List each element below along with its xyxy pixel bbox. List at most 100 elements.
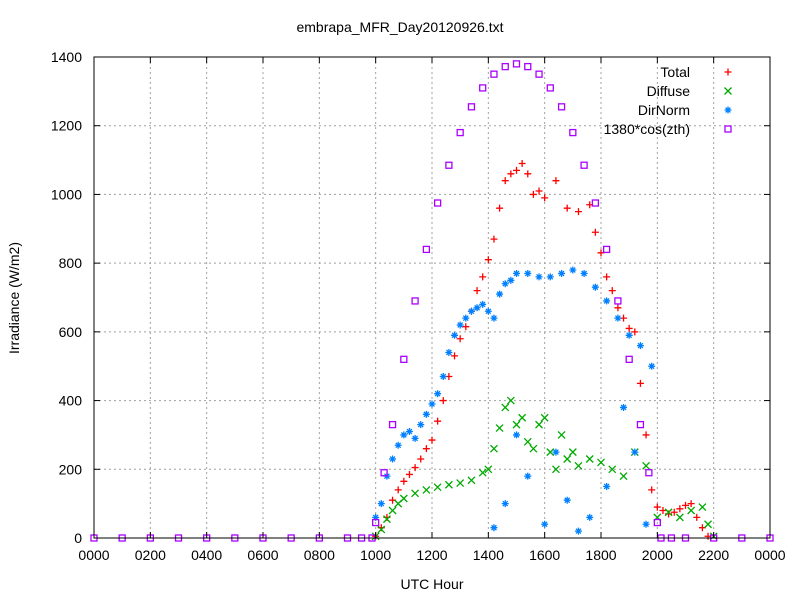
data-point xyxy=(631,448,639,456)
data-point xyxy=(496,204,504,212)
data-point xyxy=(659,507,667,515)
data-point xyxy=(422,410,430,418)
data-point xyxy=(382,515,391,524)
data-point xyxy=(580,161,588,169)
data-point xyxy=(490,314,498,322)
data-point xyxy=(541,520,549,528)
data-point xyxy=(693,513,701,521)
data-point xyxy=(400,477,408,485)
data-point xyxy=(541,194,549,202)
data-point xyxy=(467,103,476,111)
data-point xyxy=(411,464,419,472)
legend-label: Total xyxy=(660,64,690,80)
data-point xyxy=(372,513,380,521)
data-point xyxy=(518,413,527,422)
data-point xyxy=(451,331,459,339)
data-point xyxy=(484,307,492,315)
data-point xyxy=(591,199,600,207)
data-point xyxy=(490,444,498,453)
data-point xyxy=(642,520,650,528)
data-point xyxy=(400,431,408,439)
data-point xyxy=(642,431,650,439)
data-point xyxy=(394,486,402,494)
data-point xyxy=(456,479,465,487)
data-point xyxy=(507,276,515,284)
data-point xyxy=(603,297,611,305)
data-point xyxy=(614,297,622,305)
data-point xyxy=(523,437,532,446)
data-point xyxy=(417,421,425,429)
data-point xyxy=(444,480,453,489)
data-point xyxy=(645,469,653,477)
data-point xyxy=(535,187,543,195)
chart-title: embrapa_MFR_Day20120926.txt xyxy=(296,19,503,35)
data-point xyxy=(479,273,487,281)
data-point xyxy=(625,324,633,332)
y-tick-label: 0 xyxy=(74,530,82,546)
y-tick-label: 1400 xyxy=(51,49,82,65)
data-point xyxy=(479,84,487,92)
data-point xyxy=(563,455,572,463)
x-tick-label: 0800 xyxy=(304,547,335,563)
data-point xyxy=(512,60,521,68)
data-point xyxy=(625,355,633,363)
data-point xyxy=(569,266,577,274)
data-point xyxy=(399,494,408,503)
x-tick-label: 0200 xyxy=(135,547,166,563)
data-point xyxy=(501,62,509,71)
data-point xyxy=(687,500,695,508)
data-point xyxy=(546,84,554,92)
x-tick-label: 2000 xyxy=(642,547,673,563)
data-point xyxy=(574,527,582,535)
data-point xyxy=(568,448,577,457)
data-point xyxy=(524,269,532,277)
chart-grid xyxy=(94,57,770,538)
legend-marker xyxy=(724,87,732,95)
data-point xyxy=(473,287,481,295)
data-point xyxy=(569,128,577,137)
data-point xyxy=(411,489,420,498)
data-point xyxy=(546,448,555,457)
x-tick-label: 1200 xyxy=(416,547,447,563)
data-point xyxy=(512,420,521,429)
data-point xyxy=(540,413,549,422)
data-point xyxy=(653,518,661,527)
series-dirnorm xyxy=(372,266,656,535)
legend-marker xyxy=(724,106,732,114)
x-axis: 0000 0200 0400 0600 0800 1000 1200 1400 1600 1800… xyxy=(78,57,786,563)
data-point xyxy=(456,335,464,343)
legend-label: DirNorm xyxy=(638,102,690,118)
data-point xyxy=(490,235,498,243)
data-point xyxy=(388,420,397,429)
y-axis: 0 200 400 600 800 1000 1200 1400 xyxy=(51,49,770,546)
data-point xyxy=(648,362,656,370)
data-point xyxy=(490,524,498,532)
data-point xyxy=(563,496,571,504)
data-point xyxy=(434,390,442,398)
data-point xyxy=(513,269,520,277)
data-point xyxy=(518,160,526,168)
data-point xyxy=(501,280,509,288)
data-point xyxy=(648,486,656,494)
data-point xyxy=(506,396,515,405)
data-point xyxy=(411,297,419,305)
data-point xyxy=(462,323,470,331)
data-point xyxy=(439,373,447,381)
data-point xyxy=(422,245,431,254)
data-point xyxy=(490,70,498,78)
data-point xyxy=(524,170,532,178)
data-point xyxy=(439,397,447,405)
data-point xyxy=(428,436,436,444)
data-point xyxy=(625,331,633,339)
data-point xyxy=(535,273,543,281)
data-point xyxy=(552,177,560,185)
data-point xyxy=(524,62,532,71)
data-point xyxy=(580,269,588,277)
x-axis-label: UTC Hour xyxy=(400,576,463,592)
x-tick-label: 1600 xyxy=(529,547,560,563)
data-point xyxy=(670,508,678,516)
series-diffuse xyxy=(371,396,718,541)
data-point xyxy=(586,513,594,521)
data-point xyxy=(620,403,628,411)
chart-legend: Total Diffuse DirNorm 1380*cos(zth) xyxy=(604,64,732,137)
